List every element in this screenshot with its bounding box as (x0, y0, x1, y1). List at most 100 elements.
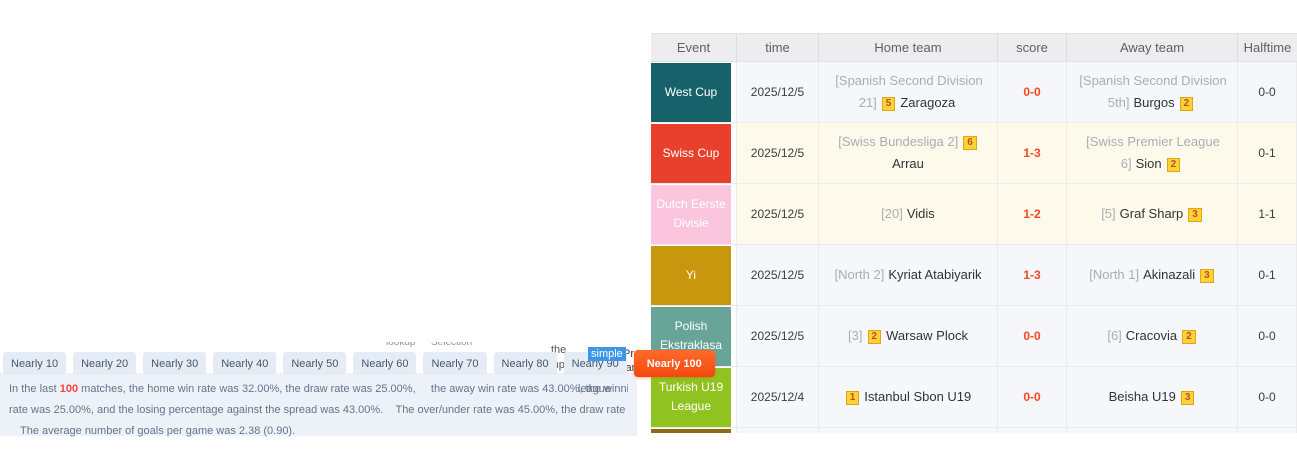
score-cell: 0-0 (998, 367, 1067, 428)
away-team-league-rank: [Swiss Premier League 6] (1086, 134, 1220, 171)
simple-mode-chip[interactable]: simple (588, 347, 626, 361)
event-label[interactable]: Swiss Cup (651, 123, 731, 183)
away-team-name[interactable]: Cracovia (1125, 328, 1178, 343)
away-cell: [Spanish Second Division 5th] Burgos 2 (1067, 62, 1238, 123)
match-row[interactable]: Dutch Eerste Divisie 2025/12/5 [20] Vidis 1-… (651, 184, 1297, 245)
away-team-odds-badge[interactable]: 3 (1200, 269, 1214, 283)
home-team-cell: [Swiss Bundesliga 2] 6 Arrau (819, 127, 997, 179)
overlapping-league-label: league (578, 383, 612, 395)
home-team-league-rank: [Spanish Second Division 21] (835, 73, 983, 110)
tab-nearly-50[interactable]: Nearly 50 (283, 352, 347, 375)
match-row[interactable]: Polish Ekstraklasa 2025/12/5 [3] 2 Warsaw Pl… (651, 306, 1297, 367)
halftime-cell: 0-0 (1238, 62, 1297, 123)
home-cell: [Spanish Second Division 21] 5 Zaragoza (819, 62, 998, 123)
event-label[interactable]: Dutch Eerste Divisie (651, 184, 731, 244)
away-team-odds-badge[interactable]: 3 (1188, 208, 1202, 222)
column-header-halftime: Halftime (1243, 40, 1292, 55)
away-team-odds-badge[interactable]: 3 (1180, 391, 1195, 405)
away-cell (1067, 428, 1238, 433)
halftime-cell: 0-1 (1238, 123, 1297, 184)
match-row[interactable]: Swiss Cup 2025/12/5 [Swiss Bundesliga 2] 6 A… (651, 123, 1297, 184)
event-cell: Yi (651, 245, 737, 306)
matches-table: Event time Home team score Away team Halftime… (651, 33, 1297, 433)
match-row[interactable]: Yi 2025/12/5 [North 2] Kyriat Atabiyarik 1-3… (651, 245, 1297, 306)
stats-panel: In the last 100 matches, the home win ra… (0, 373, 637, 437)
halftime-cell: 0-0 (1238, 367, 1297, 428)
clipped-label-selection: Selection (431, 342, 473, 348)
clipped-label-lookup: lookup (386, 342, 416, 348)
event-label[interactable]: Turkish U19 League (651, 367, 731, 427)
away-team-name[interactable]: Burgos (1133, 95, 1175, 110)
stats-line-2: rate was 25.00%, and the losing percenta… (9, 404, 628, 416)
away-team-name[interactable]: Sion (1135, 156, 1162, 171)
away-cell: Beisha U19 3 (1067, 367, 1238, 428)
tab-nearly-60[interactable]: Nearly 60 (353, 352, 417, 375)
time-cell: 2025/12/5 (737, 245, 819, 306)
home-team-cell: [Spanish Second Division 21] 5 Zaragoza (819, 66, 997, 118)
home-team-league-rank: [3] (848, 328, 863, 343)
home-cell: [North 2] Kyriat Atabiyarik (819, 245, 998, 306)
tab-nearly-70[interactable]: Nearly 70 (423, 352, 487, 375)
stats-line1-prefix: In the last (9, 383, 60, 395)
away-team-cell: [5] Graf Sharp 3 (1093, 199, 1211, 229)
away-team-cell: Beisha U19 3 (1101, 382, 1204, 412)
home-team-cell: [3] 2 Warsaw Plock (840, 321, 976, 351)
match-row[interactable]: West Cup 2025/12/5 [Spanish Second Divisio… (651, 62, 1297, 123)
event-cell: West Cup (651, 62, 737, 123)
away-team-odds-badge[interactable]: 2 (1182, 330, 1196, 344)
table-body: West Cup 2025/12/5 [Spanish Second Divisio… (651, 62, 1297, 433)
event-label[interactable] (651, 428, 731, 433)
halftime-cell: 0-1 (1238, 245, 1297, 306)
column-header-time: time (737, 34, 819, 61)
home-team-league-rank: [20] (881, 206, 903, 221)
home-team-odds-badge[interactable]: 5 (881, 97, 896, 111)
away-team-odds-badge[interactable]: 2 (1179, 97, 1194, 111)
home-cell (819, 428, 998, 433)
away-team-league-rank: [Spanish Second Division 5th] (1079, 73, 1227, 110)
home-cell: [Swiss Bundesliga 2] 6 Arrau (819, 123, 998, 184)
time-cell: 2025/12/5 (737, 306, 819, 367)
halftime-cell: 1-1 (1238, 184, 1297, 245)
home-cell: [20] Vidis (819, 184, 998, 245)
away-team-odds-badge[interactable]: 2 (1166, 158, 1181, 172)
tab-nearly-40[interactable]: Nearly 40 (213, 352, 277, 375)
score-cell (998, 428, 1067, 433)
home-team-name[interactable]: Kyriat Atabiyarik (888, 267, 982, 282)
away-team-name[interactable]: Beisha U19 (1108, 389, 1176, 404)
match-row[interactable] (651, 428, 1297, 433)
home-team-odds-badge[interactable]: 2 (867, 330, 882, 344)
column-header-home-team: Home team (819, 34, 998, 61)
home-team-league-rank: [Swiss Bundesliga 2] (838, 134, 959, 149)
halftime-cell: 0-0 (1238, 306, 1297, 367)
match-row[interactable]: Turkish U19 League 2025/12/4 1 Istanbul Sbo… (651, 367, 1297, 428)
tab-nearly-30[interactable]: Nearly 30 (143, 352, 207, 375)
home-team-name[interactable]: Arrau (892, 156, 924, 171)
tab-nearly-80[interactable]: Nearly 80 (493, 352, 557, 375)
score-cell: 1-2 (998, 184, 1067, 245)
home-team-name[interactable]: Istanbul Sbon U19 (864, 389, 972, 404)
tab-nearly-20[interactable]: Nearly 20 (73, 352, 137, 375)
event-cell (651, 428, 737, 433)
away-team-name[interactable]: Akinazali (1143, 267, 1196, 282)
home-team-name[interactable]: Warsaw Plock (886, 328, 968, 343)
halftime-cell (1238, 428, 1297, 433)
home-cell: [3] 2 Warsaw Plock (819, 306, 998, 367)
home-cell: 1 Istanbul Sbon U19 (819, 367, 998, 428)
match-count: 100 (59, 383, 79, 395)
away-cell: [Swiss Premier League 6] Sion 2 (1067, 123, 1238, 184)
home-team-cell: 1 Istanbul Sbon U19 (837, 382, 980, 412)
stats-line-1: In the last 100 matches, the home win ra… (9, 379, 628, 400)
home-team-odds-badge[interactable]: 6 (963, 136, 977, 150)
home-team-name[interactable]: Zaragoza (900, 95, 956, 110)
home-team-odds-badge[interactable]: 1 (845, 391, 860, 405)
home-team-name[interactable]: Vidis (906, 206, 935, 221)
tab-nearly-10[interactable]: Nearly 10 (3, 352, 67, 375)
event-label[interactable]: Yi (651, 245, 731, 305)
score-cell: 1-3 (998, 245, 1067, 306)
time-cell: 2025/12/4 (737, 367, 819, 428)
event-label[interactable]: West Cup (651, 62, 731, 122)
tab-nearly-100[interactable]: Nearly 100 (633, 350, 715, 377)
away-team-name[interactable]: Graf Sharp (1119, 206, 1184, 221)
score-cell: 1-3 (998, 123, 1067, 184)
